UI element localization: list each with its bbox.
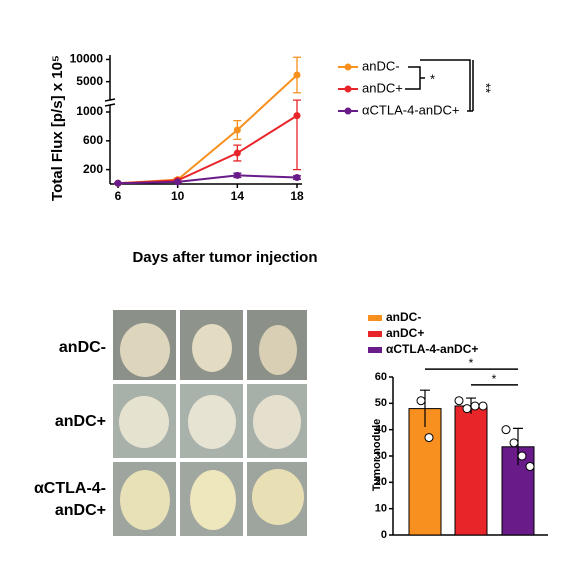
- error-bar: [420, 389, 430, 428]
- y-axis-label: Total Flux [p/s] x 10⁵: [49, 55, 66, 201]
- data-point: [525, 462, 535, 472]
- x-tick-label: 6: [115, 189, 122, 203]
- x-axis-label: Days after tumor injection: [132, 249, 317, 266]
- data-point: [454, 396, 464, 406]
- y-tick-label: 50: [375, 397, 387, 409]
- y-tick-label: 40: [375, 424, 387, 436]
- legend-swatch: [368, 331, 382, 337]
- bracket: [405, 66, 425, 90]
- annotation: *: [492, 372, 497, 386]
- data-point: [501, 425, 511, 435]
- legend-marker: [344, 107, 352, 115]
- legend-label: anDC+: [362, 80, 403, 95]
- annotation: *: [469, 356, 474, 370]
- data-point: [509, 438, 519, 448]
- bar: [454, 405, 488, 536]
- data-line: [117, 114, 298, 185]
- y-tick-label: 5000: [76, 74, 103, 88]
- y-tick-label: 60: [375, 371, 387, 383]
- legend-label: αCTLA-4-anDC+: [386, 342, 478, 356]
- data-point: [462, 404, 472, 414]
- y-tick-label: 0: [381, 529, 387, 541]
- error-bar: [513, 427, 523, 466]
- row-label: anDC-: [59, 339, 106, 356]
- y-tick-label: 30: [375, 450, 387, 462]
- photo-grid: [113, 310, 307, 536]
- data-line: [117, 174, 298, 185]
- annotation: **: [479, 83, 494, 93]
- x-tick-label: 14: [231, 189, 245, 203]
- data-point: [293, 174, 301, 182]
- data-point: [416, 396, 426, 406]
- y-tick-label: 600: [83, 133, 103, 147]
- axis-break: [104, 98, 116, 107]
- legend-label: anDC+: [386, 326, 424, 340]
- data-point: [478, 401, 488, 411]
- data-point: [233, 171, 241, 179]
- y-tick-label: 10: [375, 503, 387, 515]
- data-point: [293, 71, 301, 79]
- row-label: αCTLA-4-: [34, 480, 106, 497]
- data-point: [424, 433, 434, 443]
- y-tick-label: 1000: [76, 104, 103, 118]
- row-label: anDC+: [55, 413, 106, 430]
- bar: [408, 408, 442, 536]
- y-tick-label: 20: [375, 476, 387, 488]
- data-point: [517, 451, 527, 461]
- bracket: [420, 59, 474, 112]
- x-tick-label: 18: [290, 189, 304, 203]
- y-axis-label: Tumor nodule: [371, 419, 383, 492]
- error-bar: [293, 99, 301, 171]
- data-point: [470, 401, 480, 411]
- data-point: [114, 179, 122, 187]
- y-tick-label: 10000: [70, 52, 104, 66]
- bracket: [425, 368, 518, 386]
- legend-marker: [344, 85, 352, 93]
- x-tick-label: 10: [171, 189, 185, 203]
- data-point: [293, 112, 301, 120]
- legend-label: anDC-: [362, 58, 400, 73]
- legend-label: anDC-: [386, 310, 421, 324]
- row-label: anDC+: [55, 502, 106, 519]
- legend-swatch: [368, 315, 382, 321]
- data-point: [174, 178, 182, 186]
- annotation: *: [430, 71, 435, 86]
- data-point: [233, 126, 241, 134]
- legend-marker: [344, 63, 352, 71]
- legend-label: αCTLA-4-anDC+: [362, 102, 459, 117]
- data-point: [233, 149, 241, 157]
- y-tick-label: 200: [83, 162, 103, 176]
- legend-swatch: [368, 347, 382, 353]
